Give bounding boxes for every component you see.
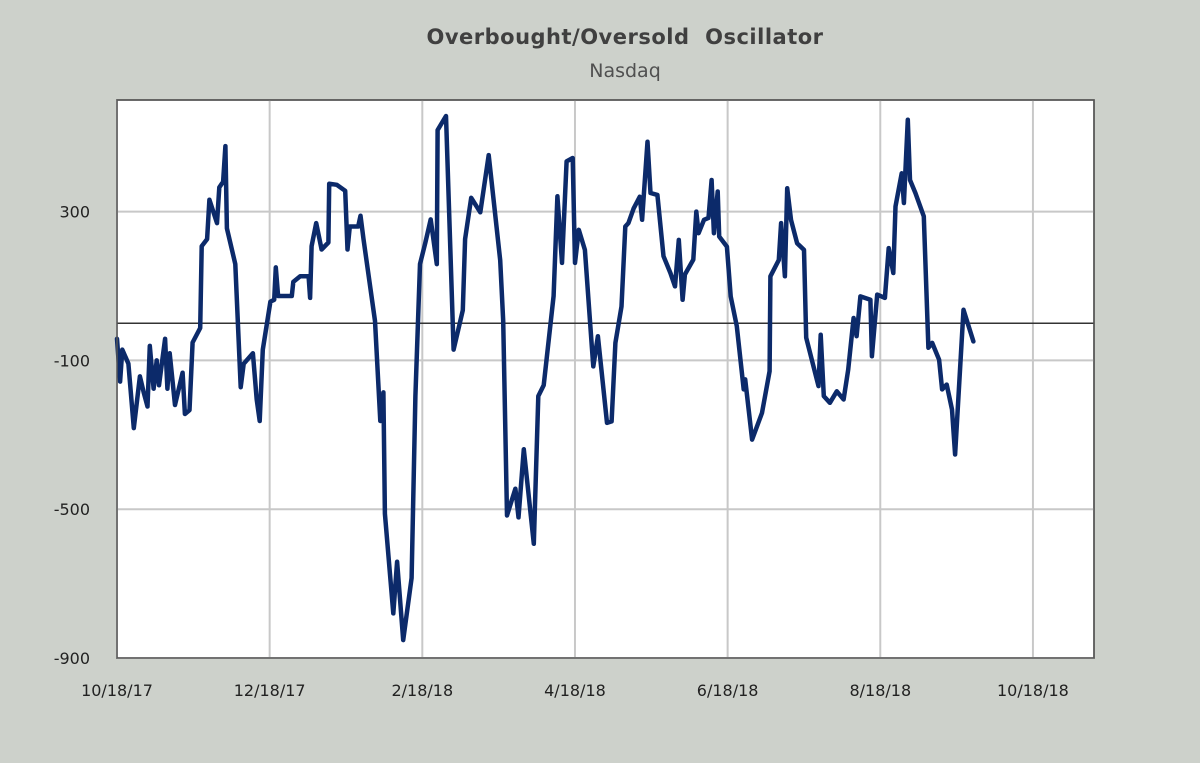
chart-title: Overbought/Oversold Oscillator [426,25,823,49]
series-line-nasdaq [114,113,976,643]
plot-border [116,99,1095,659]
x-tick-label: 6/18/18 [697,681,759,700]
y-tick-label: -100 [54,351,90,370]
x-tick-label: 8/18/18 [849,681,911,700]
x-tick-label: 10/18/18 [997,681,1069,700]
plot-area [116,99,1095,659]
x-axis-ticks: 10/18/17 12/18/17 2/18/18 4/18/18 6/18/18 8/1… [81,681,1069,700]
x-tick-label: 2/18/18 [391,681,453,700]
chart-subtitle: Nasdaq [589,60,661,82]
x-tick-label: 10/18/17 [81,681,153,700]
y-tick-label: 300 [59,203,90,222]
y-tick-label: -500 [54,500,90,519]
y-axis-ticks: 300 -100 -500 -900 [54,203,90,668]
x-tick-label: 4/18/18 [544,681,606,700]
x-tick-label: 12/18/17 [234,681,306,700]
y-tick-label: -900 [54,649,90,668]
gridlines [116,100,1094,659]
